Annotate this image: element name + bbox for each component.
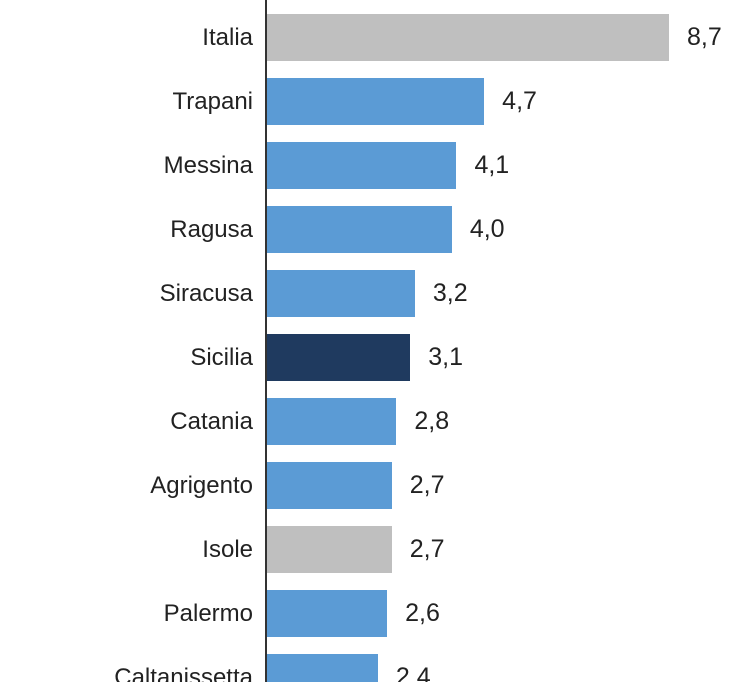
bar [267,462,392,509]
value-label: 2,7 [410,462,445,509]
bar [267,526,392,573]
value-label: 4,1 [474,142,509,189]
bar [267,590,387,637]
chart-row: Caltanissetta 2,4 [0,654,742,682]
bar-chart: Italia 8,7 Trapani 4,7 Messina 4,1 Ragusa 4,0 Si… [0,0,742,682]
chart-row: Palermo 2,6 [0,590,742,637]
category-label: Catania [0,398,253,445]
bar [267,78,484,125]
bar [267,14,669,61]
bar [267,654,378,682]
chart-row: Ragusa 4,0 [0,206,742,253]
chart-row: Italia 8,7 [0,14,742,61]
value-label: 3,1 [428,334,463,381]
chart-row: Sicilia 3,1 [0,334,742,381]
bar [267,206,452,253]
category-label: Messina [0,142,253,189]
category-label: Ragusa [0,206,253,253]
category-label: Trapani [0,78,253,125]
chart-row: Agrigento 2,7 [0,462,742,509]
value-label: 4,0 [470,206,505,253]
category-label: Palermo [0,590,253,637]
value-label: 2,4 [396,654,431,682]
value-label: 4,7 [502,78,537,125]
value-label: 8,7 [687,14,722,61]
chart-row: Isole 2,7 [0,526,742,573]
value-label: 3,2 [433,270,468,317]
category-label: Isole [0,526,253,573]
bar [267,398,396,445]
value-label: 2,7 [410,526,445,573]
category-label: Italia [0,14,253,61]
value-label: 2,6 [405,590,440,637]
bar [267,142,456,189]
category-label: Sicilia [0,334,253,381]
chart-row: Catania 2,8 [0,398,742,445]
chart-row: Messina 4,1 [0,142,742,189]
bar [267,334,410,381]
category-label: Caltanissetta [0,654,253,682]
category-label: Agrigento [0,462,253,509]
category-label: Siracusa [0,270,253,317]
chart-row: Trapani 4,7 [0,78,742,125]
bar [267,270,415,317]
value-label: 2,8 [414,398,449,445]
chart-row: Siracusa 3,2 [0,270,742,317]
